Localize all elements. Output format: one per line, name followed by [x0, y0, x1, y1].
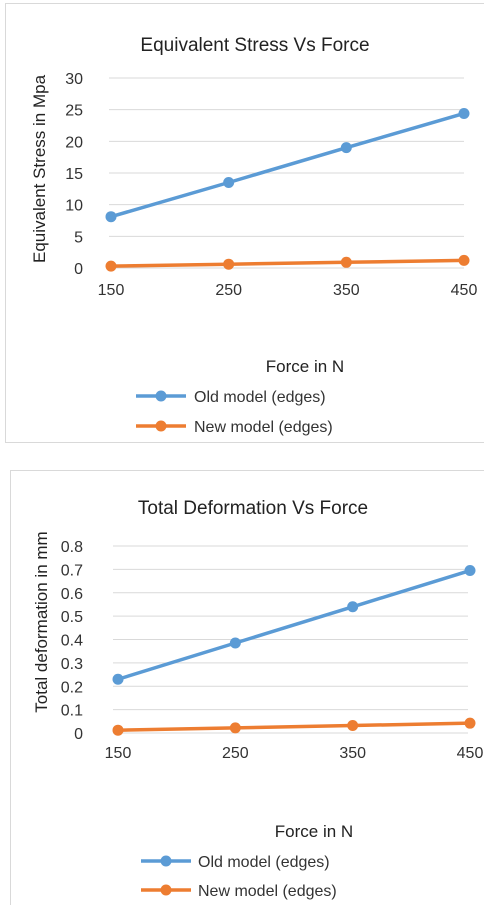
data-point	[347, 601, 359, 613]
x-tick-label: 450	[451, 282, 478, 299]
y-tick-label: 15	[65, 166, 83, 183]
series-line	[109, 111, 466, 219]
stress-chart: Equivalent Stress Vs Force Equivalent St…	[30, 35, 478, 436]
y-axis-label: Equivalent Stress in Mpa	[30, 74, 49, 263]
legend-label: New model (edges)	[194, 419, 333, 436]
y-tick-label: 0.1	[61, 703, 83, 720]
data-point	[223, 258, 235, 270]
legend-label: Old model (edges)	[198, 854, 330, 871]
legend-label: Old model (edges)	[194, 389, 326, 406]
y-tick-label: 0.7	[61, 562, 83, 579]
series-line	[109, 258, 466, 268]
legend-swatch-marker	[155, 420, 167, 432]
data-point	[464, 717, 476, 729]
deformation-chart: Total Deformation Vs Force Total deforma…	[32, 498, 484, 900]
x-tick-label: 250	[222, 745, 249, 762]
data-point	[464, 565, 476, 577]
x-axis-label: Force in N	[266, 357, 344, 376]
x-tick-label: 350	[339, 745, 366, 762]
chart-title: Equivalent Stress Vs Force	[140, 35, 369, 56]
legend-swatch-marker	[155, 390, 167, 402]
data-point	[458, 107, 470, 119]
data-point	[458, 254, 470, 266]
y-axis-label: Total deformation in mm	[32, 531, 51, 712]
x-tick-label: 150	[105, 745, 132, 762]
legend-swatch-marker	[160, 884, 172, 896]
x-tick-label: 250	[215, 282, 242, 299]
data-point	[223, 177, 235, 188]
deformation-chart-panel: Total Deformation Vs Force Total deforma…	[10, 470, 484, 905]
data-point	[105, 260, 117, 272]
y-tick-label: 0.6	[61, 586, 83, 603]
y-tick-label: 0.8	[61, 539, 83, 556]
chart-title: Total Deformation Vs Force	[138, 498, 368, 519]
y-tick-label: 20	[65, 134, 83, 151]
y-tick-label: 30	[65, 71, 83, 88]
y-tick-label: 5	[74, 229, 83, 246]
data-point	[112, 724, 124, 736]
y-tick-label: 0	[74, 261, 83, 278]
data-point	[229, 722, 241, 734]
series-line	[116, 568, 472, 681]
data-point	[112, 673, 124, 685]
data-point	[105, 211, 117, 223]
data-point	[340, 256, 352, 268]
y-tick-label: 0.3	[61, 656, 83, 673]
legend-label: New model (edges)	[198, 883, 337, 900]
series-line	[116, 721, 472, 732]
x-tick-label: 350	[333, 282, 360, 299]
legend-swatch-marker	[160, 855, 172, 867]
y-tick-label: 0	[74, 726, 83, 743]
y-tick-label: 10	[65, 198, 83, 215]
x-tick-label: 150	[98, 282, 125, 299]
x-tick-label: 450	[457, 745, 484, 762]
y-tick-label: 25	[65, 103, 83, 120]
y-tick-label: 0.4	[61, 633, 83, 650]
data-point	[347, 720, 359, 732]
x-axis-label: Force in N	[275, 822, 353, 841]
data-point	[229, 637, 241, 649]
stress-chart-panel: Equivalent Stress Vs Force Equivalent St…	[5, 3, 484, 443]
data-point	[340, 142, 352, 154]
y-tick-label: 0.5	[61, 609, 83, 626]
y-tick-label: 0.2	[61, 679, 83, 696]
